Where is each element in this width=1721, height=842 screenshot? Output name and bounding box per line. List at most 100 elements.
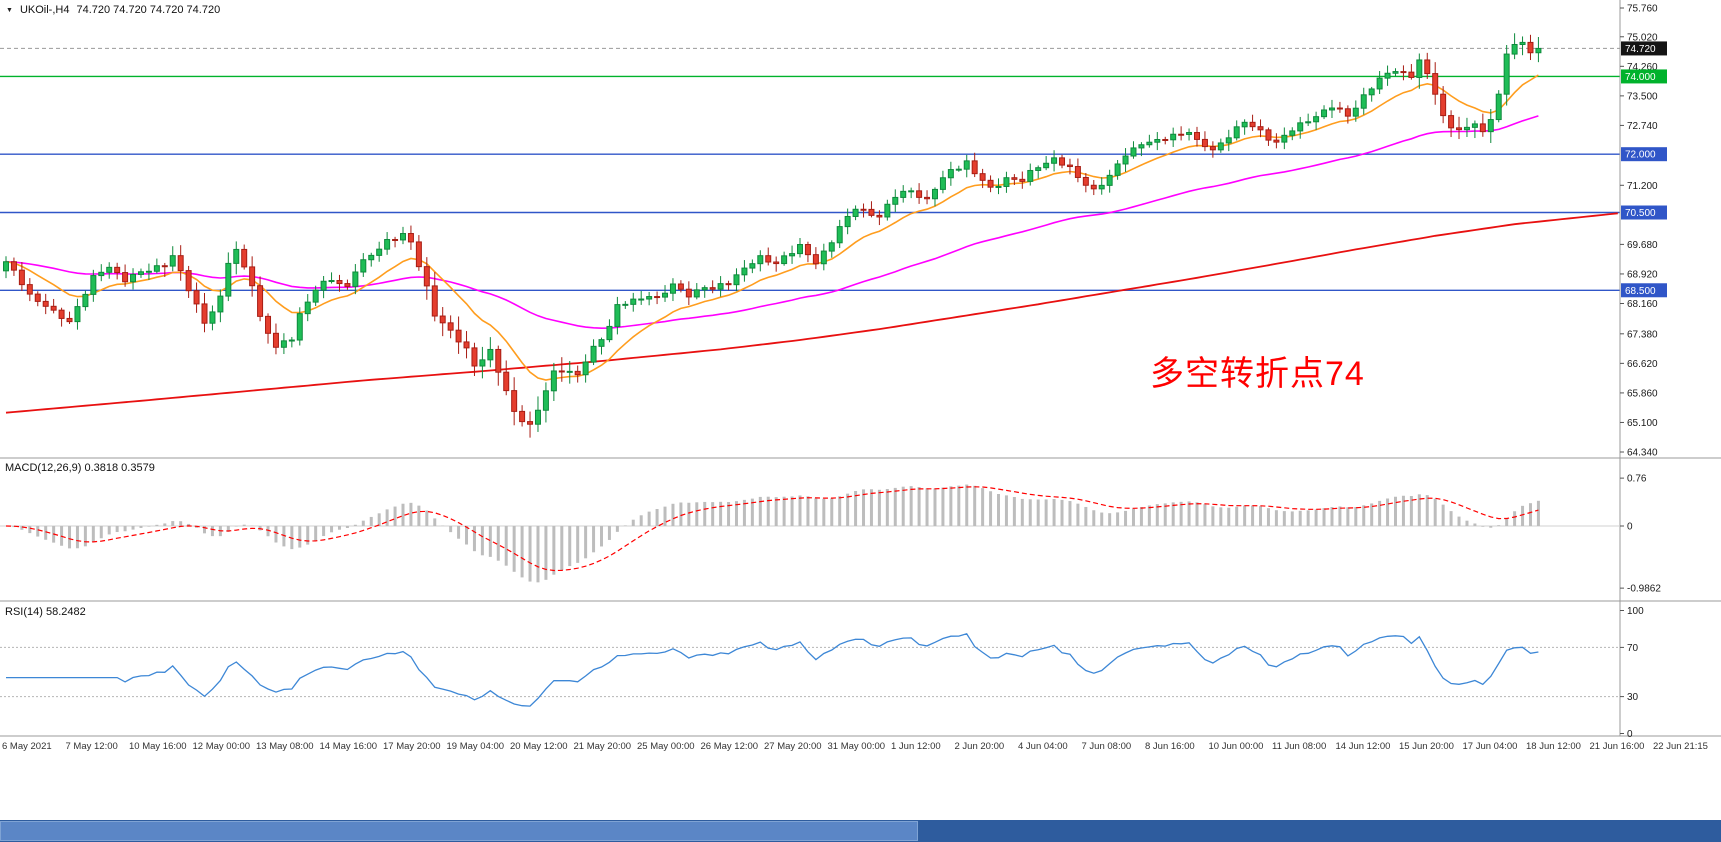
candle-body <box>1392 71 1399 74</box>
candle-body <box>971 160 978 175</box>
candle-body <box>177 255 184 272</box>
horizontal-scrollbar[interactable] <box>0 820 1721 842</box>
price-axis-label: 75.760 <box>1627 4 1658 15</box>
candle-body <box>1297 122 1304 132</box>
time-axis-label: 19 May 04:00 <box>447 741 505 752</box>
candle-body <box>1051 157 1058 164</box>
candle-body <box>185 270 192 292</box>
macd-pane <box>0 484 1620 583</box>
price-level-lines[interactable] <box>0 47 1620 291</box>
time-axis-label: 2 Jun 20:00 <box>955 741 1005 752</box>
candle-body <box>1035 167 1042 171</box>
candle-body <box>257 285 264 317</box>
candle-body <box>272 332 279 348</box>
time-axis-label: 1 Jun 12:00 <box>891 741 941 752</box>
price-axis-label: 64.340 <box>1627 448 1658 459</box>
candle-body <box>122 272 129 283</box>
candle-body <box>1527 41 1534 54</box>
time-axis-label: 26 May 12:00 <box>701 741 759 752</box>
candle-body <box>828 242 835 252</box>
candle-body <box>431 285 438 317</box>
ohlc-quote-label: 74.720 74.720 74.720 74.720 <box>76 4 221 16</box>
symbol-dropdown-icon[interactable]: ▼ <box>6 6 13 14</box>
rsi-indicator-label: RSI(14) 58.2482 <box>5 606 86 618</box>
candle-body <box>1440 93 1447 117</box>
candle-body <box>1003 177 1010 187</box>
macd-axis-label: -0.9862 <box>1627 584 1661 595</box>
candle-body <box>233 248 240 264</box>
candle-body <box>1154 138 1161 143</box>
time-axis-label: 11 Jun 08:00 <box>1272 741 1326 752</box>
candle-body <box>527 421 534 425</box>
candle-body <box>1162 138 1169 141</box>
candle-body <box>669 283 676 294</box>
candle-body <box>1098 184 1105 190</box>
candle-body <box>1146 141 1153 146</box>
candle-body <box>797 244 803 255</box>
candle-body <box>598 339 605 347</box>
price-axis-label: 72.740 <box>1627 121 1658 132</box>
candle-body <box>225 262 232 297</box>
candle-body <box>1463 126 1470 131</box>
candle-body <box>495 348 502 373</box>
candle-body <box>114 266 121 274</box>
candle-body <box>344 283 351 287</box>
scrollbar-thumb[interactable] <box>0 821 918 841</box>
candle-body <box>852 208 859 217</box>
chart-header: ▼ UKOil-,H4 74.720 74.720 74.720 74.720 <box>6 4 220 16</box>
candle-body <box>860 208 867 211</box>
time-axis-label: 4 Jun 04:00 <box>1018 741 1068 752</box>
candle-body <box>741 267 748 276</box>
price-axis-label: 68.920 <box>1627 269 1658 280</box>
candle-body <box>201 303 208 324</box>
candle-body <box>693 289 700 298</box>
candle-body <box>50 305 57 311</box>
candle-body <box>241 248 248 268</box>
candle-body <box>1495 93 1502 121</box>
candle-body <box>709 287 716 290</box>
candle-body <box>1535 47 1542 54</box>
candle-body <box>1209 146 1216 151</box>
ma-mid-line <box>5 115 1539 330</box>
macd-signal-line <box>5 486 1539 572</box>
candle-body <box>1019 178 1026 182</box>
candle-body <box>479 359 486 367</box>
candle-body <box>1456 127 1463 131</box>
time-axis-label: 15 Jun 20:00 <box>1399 741 1454 752</box>
time-axis-label: 25 May 00:00 <box>637 741 695 752</box>
candle-body <box>1305 121 1312 124</box>
time-axis-label: 14 Jun 12:00 <box>1336 741 1391 752</box>
candle-body <box>757 255 764 265</box>
candle-body <box>717 283 724 290</box>
candle-body <box>733 274 740 286</box>
candle-body <box>288 339 295 342</box>
candle-body <box>447 322 454 331</box>
candle-body <box>519 410 526 423</box>
candle-body <box>376 248 383 256</box>
price-tag <box>1621 283 1667 298</box>
candle-body <box>1043 162 1050 169</box>
candle-body <box>1432 73 1439 95</box>
candle-body <box>1313 116 1320 123</box>
candle-body <box>1519 41 1526 45</box>
candle-body <box>931 188 938 200</box>
candle-body <box>90 275 97 295</box>
candle-body <box>471 347 478 367</box>
macd-axis-label: 0 <box>1627 522 1633 533</box>
moving-averages <box>5 74 1618 414</box>
candle-body <box>304 301 311 315</box>
candle-body <box>384 239 391 250</box>
candlestick-series <box>3 33 1542 438</box>
candle-body <box>884 203 891 218</box>
candle-body <box>908 190 915 193</box>
candle-body <box>773 261 780 265</box>
candle-body <box>947 169 954 179</box>
time-axis-label: 8 Jun 16:00 <box>1145 741 1195 752</box>
candle-body <box>18 269 25 286</box>
candle-body <box>820 250 827 265</box>
chart-annotation-text[interactable]: 多空转折点74 <box>1150 355 1365 393</box>
price-tag-label: 68.500 <box>1625 286 1656 297</box>
candle-body <box>392 239 399 242</box>
